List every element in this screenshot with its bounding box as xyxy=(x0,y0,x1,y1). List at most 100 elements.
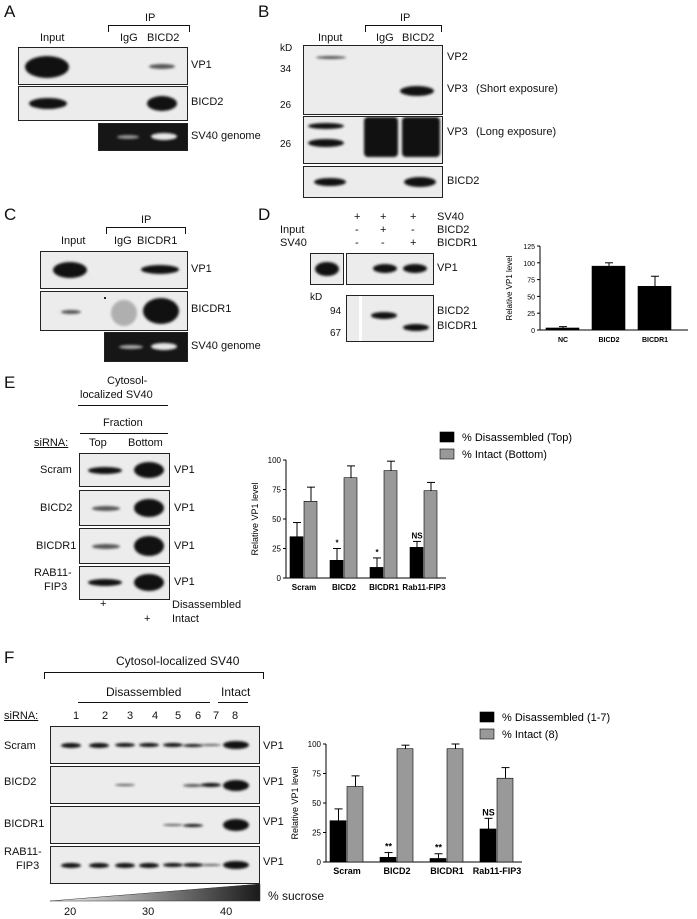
fraction-rule xyxy=(80,433,168,434)
blot-bicd2 xyxy=(79,490,170,526)
lane-label: BICD2 xyxy=(402,32,435,44)
band xyxy=(139,862,159,868)
lane-label: 3 xyxy=(127,710,134,722)
band xyxy=(151,343,177,350)
lane-label: BICD2 xyxy=(147,32,180,44)
bar xyxy=(303,501,318,579)
legend-label: % Intact (Bottom) xyxy=(462,449,547,461)
row-label: VP1 xyxy=(437,262,458,274)
lane-label: BICDR1 xyxy=(137,235,178,247)
band xyxy=(88,579,122,586)
input-label: SV40 xyxy=(280,237,307,249)
y-tick-label: 25 xyxy=(272,545,281,554)
y-tick-label: 100 xyxy=(308,740,322,749)
condition-label: SV40 xyxy=(437,211,464,223)
row-label: BICDR1 xyxy=(4,818,45,830)
blot-bicdr1 xyxy=(50,806,260,844)
y-tick-label: 0 xyxy=(317,858,322,867)
vp1-label: VP1 xyxy=(263,856,284,868)
band xyxy=(61,862,81,868)
bar xyxy=(423,490,438,579)
marker-label: 34 xyxy=(280,64,292,75)
band xyxy=(201,744,221,746)
marker-label: 94 xyxy=(330,306,342,317)
sign: + xyxy=(354,211,361,223)
band xyxy=(134,536,164,556)
band xyxy=(149,64,175,69)
blot-rab11-fip3 xyxy=(50,846,260,884)
band xyxy=(89,742,109,748)
sign: - xyxy=(381,237,385,249)
condition-label: BICD2 xyxy=(437,224,470,236)
lane-label: Input xyxy=(40,32,65,44)
lane-label: 6 xyxy=(195,710,202,722)
bar xyxy=(479,828,497,863)
y-tick-label: 50 xyxy=(527,294,535,301)
footer-sign: + xyxy=(144,613,151,625)
fraction-label: Fraction xyxy=(103,417,143,429)
category-label: BICDR1 xyxy=(369,583,399,592)
chart-f: 0 25 50 75 100 Relative VP1 level Scram BICD2 **… xyxy=(290,711,610,876)
significance-label: ** xyxy=(435,843,443,853)
band xyxy=(89,862,109,868)
legend-label: % Intact (8) xyxy=(502,729,558,741)
marker-label: 67 xyxy=(330,328,342,339)
category-label: BICD2 xyxy=(598,337,619,344)
band xyxy=(223,861,249,869)
band xyxy=(92,544,120,549)
row-label: BICD2 xyxy=(191,96,224,108)
panel-label-c: C xyxy=(4,205,17,224)
blot-vp2-vp3-short xyxy=(303,45,443,115)
band xyxy=(117,135,139,139)
band xyxy=(308,139,344,147)
panel-label-e: E xyxy=(4,373,16,392)
blot-bicdr1 xyxy=(79,528,170,564)
row-label: SV40 genome xyxy=(191,340,261,352)
sucrose-label: % sucrose xyxy=(268,889,325,903)
y-tick-label: 0 xyxy=(531,328,535,335)
bar xyxy=(289,536,304,579)
legend-swatch xyxy=(439,448,455,460)
legend-swatch xyxy=(439,431,455,443)
blot-bicd2 xyxy=(50,766,260,804)
bar xyxy=(329,560,344,579)
y-tick-label: 75 xyxy=(312,770,321,779)
significance-label: * xyxy=(335,539,339,548)
ip-label: IP xyxy=(141,214,152,226)
header-line: localized SV40 xyxy=(80,389,153,401)
lane-gap xyxy=(359,296,362,341)
kd-label: kD xyxy=(280,43,293,54)
y-tick-label: 25 xyxy=(312,829,321,838)
bar xyxy=(637,286,672,331)
band xyxy=(88,467,122,474)
sucrose-tick: 40 xyxy=(220,906,233,918)
blot-rab11-fip3 xyxy=(79,566,170,600)
bar xyxy=(369,567,384,579)
bar xyxy=(446,748,464,863)
footer-label: Disassembled xyxy=(172,599,242,611)
band xyxy=(308,123,344,129)
y-tick-label: 125 xyxy=(523,244,535,251)
vp1-label: VP1 xyxy=(174,502,195,514)
band xyxy=(314,178,346,186)
band xyxy=(183,863,203,867)
band xyxy=(115,784,135,786)
panel-label-b: B xyxy=(258,2,270,21)
band xyxy=(134,574,164,591)
chart-e: 0 25 50 75 100 Relative VP1 level Scram BICD2 * B… xyxy=(250,431,572,592)
row-label: BICD2 xyxy=(4,776,37,788)
marker-label: 26 xyxy=(280,139,292,150)
legend-swatch xyxy=(479,711,495,723)
vp1-label: VP1 xyxy=(263,776,284,788)
bar xyxy=(409,547,424,579)
ip-bracket xyxy=(106,227,186,234)
panel-label-a: A xyxy=(4,2,16,21)
band xyxy=(143,298,179,324)
y-tick-label: 25 xyxy=(527,311,535,318)
lane-label: Input xyxy=(318,32,343,44)
ip-label: IP xyxy=(145,12,156,24)
row-label: VP1 xyxy=(191,59,212,71)
sign: + xyxy=(410,211,417,223)
col-label: Top xyxy=(89,437,107,449)
band xyxy=(183,743,203,747)
